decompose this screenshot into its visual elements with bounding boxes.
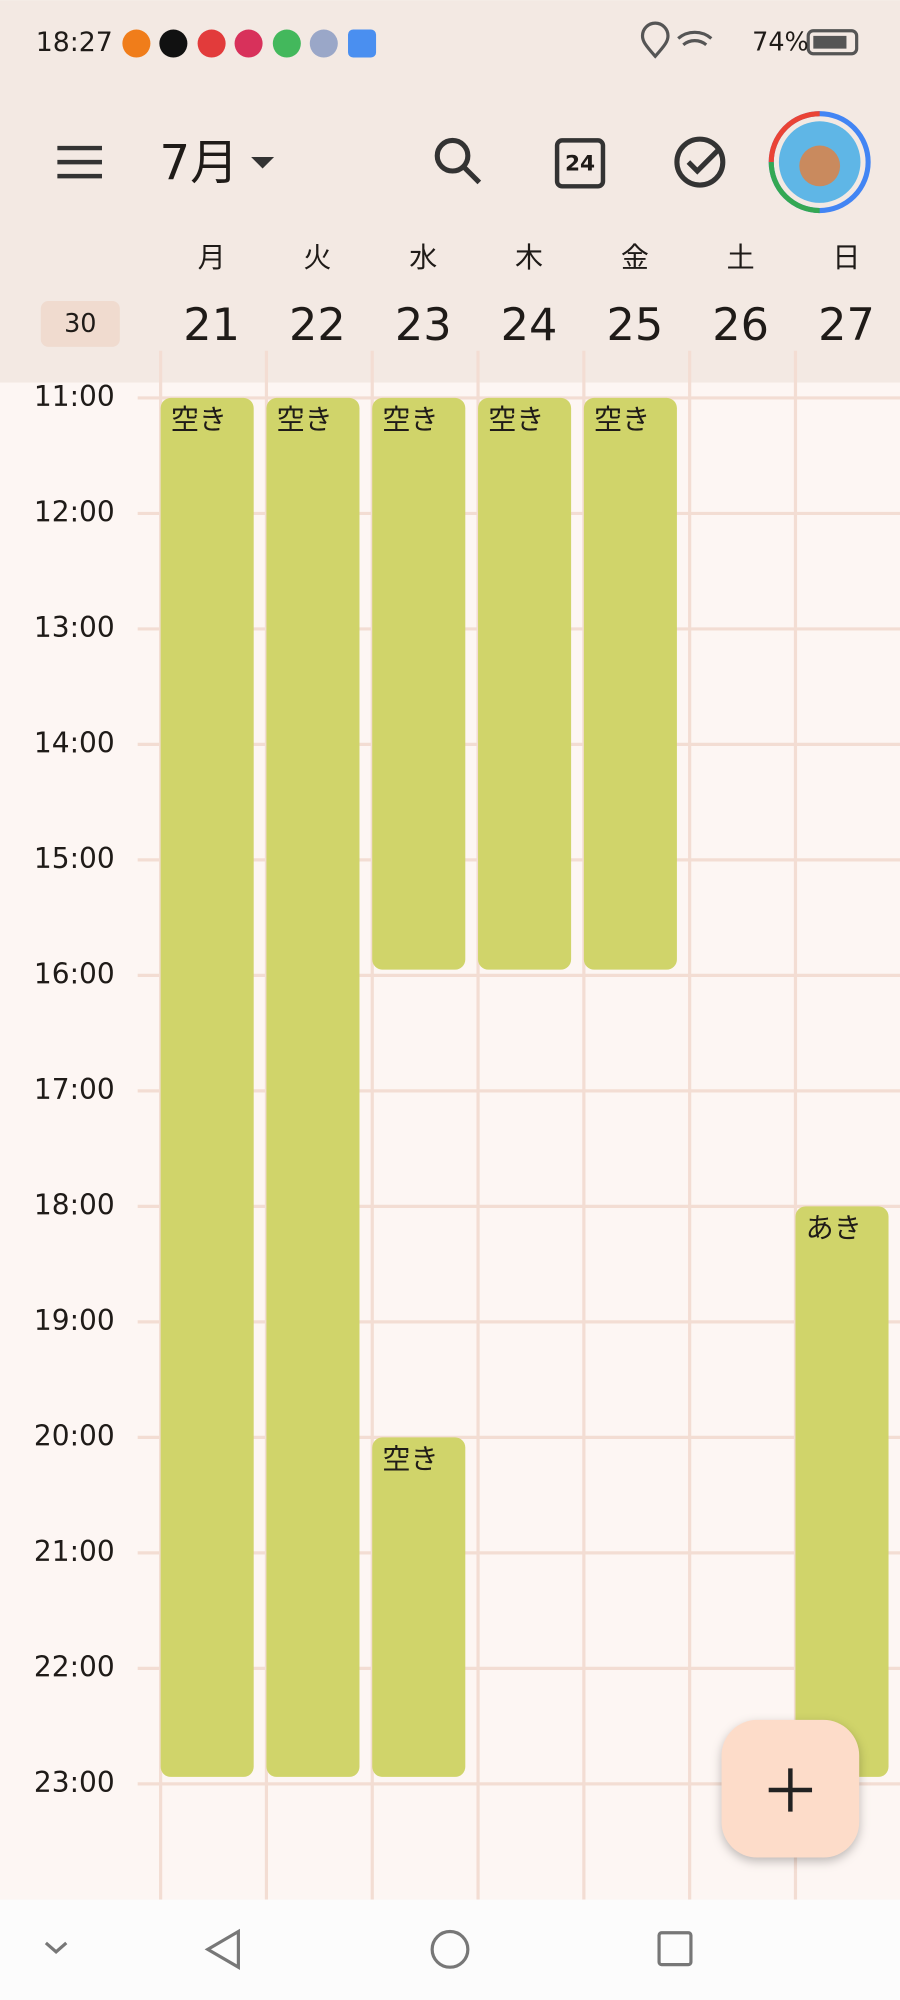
- event-block[interactable]: [478, 397, 572, 970]
- event-label: 空き: [382, 1442, 438, 1475]
- notification-icons: [122, 29, 377, 58]
- date-label[interactable]: 25: [606, 299, 663, 351]
- weekday-label: 木: [515, 241, 543, 274]
- date-label[interactable]: 26: [712, 299, 769, 351]
- event-label: 空き: [382, 403, 438, 436]
- event-label: あき: [806, 1211, 862, 1244]
- date-label[interactable]: 22: [289, 299, 346, 351]
- month-selector[interactable]: 7月: [159, 135, 238, 191]
- time-label: 14:00: [34, 726, 115, 759]
- month-dropdown-arrow[interactable]: [251, 156, 275, 169]
- time-label: 20:00: [34, 1419, 115, 1452]
- time-label: 21:00: [34, 1535, 115, 1568]
- date-label[interactable]: 24: [501, 299, 558, 351]
- time-label: 19:00: [34, 1304, 115, 1337]
- time-label: 13:00: [34, 611, 115, 644]
- tasks-button[interactable]: [674, 136, 726, 188]
- event-block[interactable]: [795, 1206, 889, 1777]
- event-label: 空き: [488, 403, 544, 436]
- time-label: 16:00: [34, 957, 115, 990]
- event-label: 空き: [594, 403, 650, 436]
- weekday-label: 火: [303, 241, 331, 274]
- header-bg: [0, 0, 900, 383]
- battery-level: 74%: [752, 28, 809, 58]
- time-label: 23:00: [34, 1766, 115, 1799]
- event-block[interactable]: [160, 397, 254, 1777]
- weekday-label: 日: [832, 241, 860, 274]
- search-button[interactable]: [434, 137, 482, 185]
- event-block[interactable]: [583, 397, 677, 970]
- event-block[interactable]: [372, 1437, 466, 1777]
- week-number-box: [40, 301, 120, 347]
- svg-text:24: 24: [565, 152, 595, 177]
- nav-home[interactable]: [430, 1929, 470, 1969]
- date-label[interactable]: 21: [183, 299, 240, 351]
- system-icons: [640, 21, 859, 59]
- today-button[interactable]: 24: [554, 138, 606, 189]
- nav-recents[interactable]: [657, 1931, 693, 1967]
- weekday-label: 土: [727, 241, 755, 274]
- event-label: 空き: [171, 403, 227, 436]
- date-label[interactable]: 27: [818, 299, 875, 351]
- nav-collapse[interactable]: [44, 1941, 68, 1955]
- event-block[interactable]: [372, 397, 466, 970]
- nav-back[interactable]: [204, 1928, 240, 1970]
- time-label: 12:00: [34, 495, 115, 528]
- weekday-label: 水: [409, 241, 437, 274]
- status-time: 18:27: [36, 27, 113, 58]
- time-label: 18:00: [34, 1188, 115, 1221]
- weekday-label: 月: [198, 241, 226, 274]
- weekday-label: 金: [621, 241, 649, 274]
- time-label: 17:00: [34, 1073, 115, 1106]
- week-number: 30: [64, 309, 96, 339]
- account-avatar[interactable]: [768, 111, 871, 214]
- plus-icon: [768, 1768, 813, 1812]
- time-label: 15:00: [34, 842, 115, 875]
- event-label: 空き: [277, 403, 333, 436]
- event-block[interactable]: [266, 397, 360, 1777]
- time-label: 11:00: [34, 380, 115, 413]
- date-label[interactable]: 23: [395, 299, 452, 351]
- menu-button[interactable]: [57, 145, 102, 179]
- nav-bar: [0, 1899, 900, 2000]
- time-label: 22:00: [34, 1650, 115, 1683]
